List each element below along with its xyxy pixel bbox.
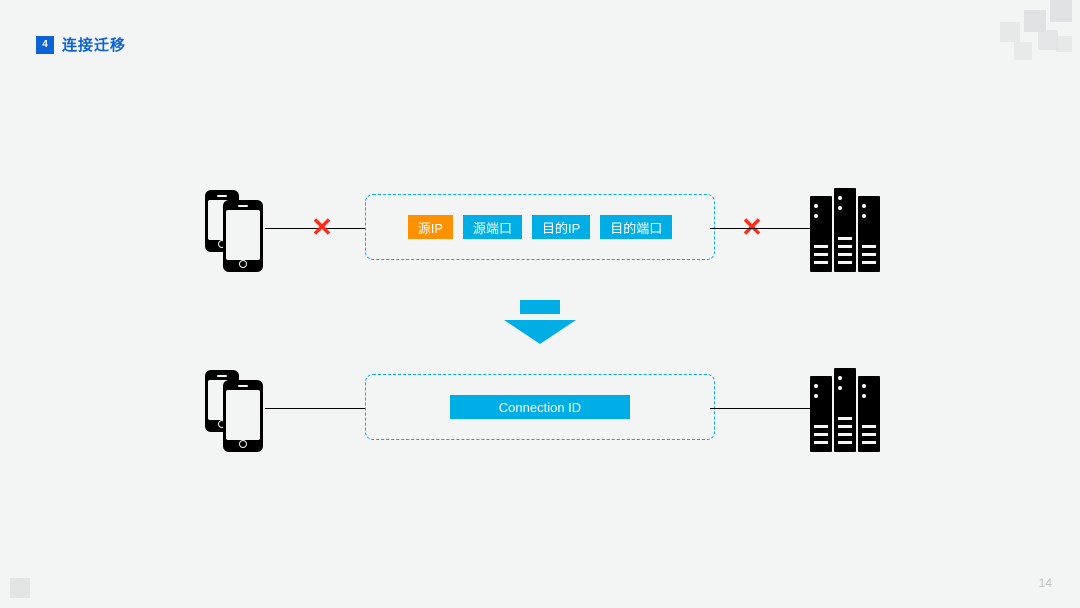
server-icon — [834, 188, 856, 272]
diagram-row-before: ✕ 源IP 源端口 目的IP 目的端口 ✕ — [0, 180, 1080, 280]
corner-logo-icon — [10, 578, 30, 598]
server-icon — [810, 376, 832, 452]
arrow-down-icon — [500, 300, 580, 344]
phones-icon — [205, 370, 265, 450]
chip-source-ip: 源IP — [408, 215, 453, 239]
cross-icon-left: ✕ — [310, 216, 334, 240]
wire-right — [710, 408, 810, 409]
connection-id-box: Connection ID — [365, 374, 715, 440]
server-icon — [834, 368, 856, 452]
chip-source-port: 源端口 — [463, 215, 522, 239]
server-icon — [858, 196, 880, 272]
server-icon — [858, 376, 880, 452]
diagram-row-after: Connection ID — [0, 360, 1080, 460]
phone-front-icon — [223, 200, 263, 272]
tuple-box: 源IP 源端口 目的IP 目的端口 — [365, 194, 715, 260]
page-number: 14 — [1039, 576, 1052, 590]
servers-icon — [810, 188, 880, 272]
chip-dest-ip: 目的IP — [532, 215, 590, 239]
servers-icon — [810, 368, 880, 452]
chip-dest-port: 目的端口 — [600, 215, 672, 239]
phone-front-icon — [223, 380, 263, 452]
wire-left — [265, 408, 365, 409]
phones-icon — [205, 190, 265, 270]
chip-connection-id: Connection ID — [450, 395, 630, 419]
diagram-canvas: ✕ 源IP 源端口 目的IP 目的端口 ✕ — [0, 0, 1080, 608]
server-icon — [810, 196, 832, 272]
wire-right — [710, 228, 810, 229]
